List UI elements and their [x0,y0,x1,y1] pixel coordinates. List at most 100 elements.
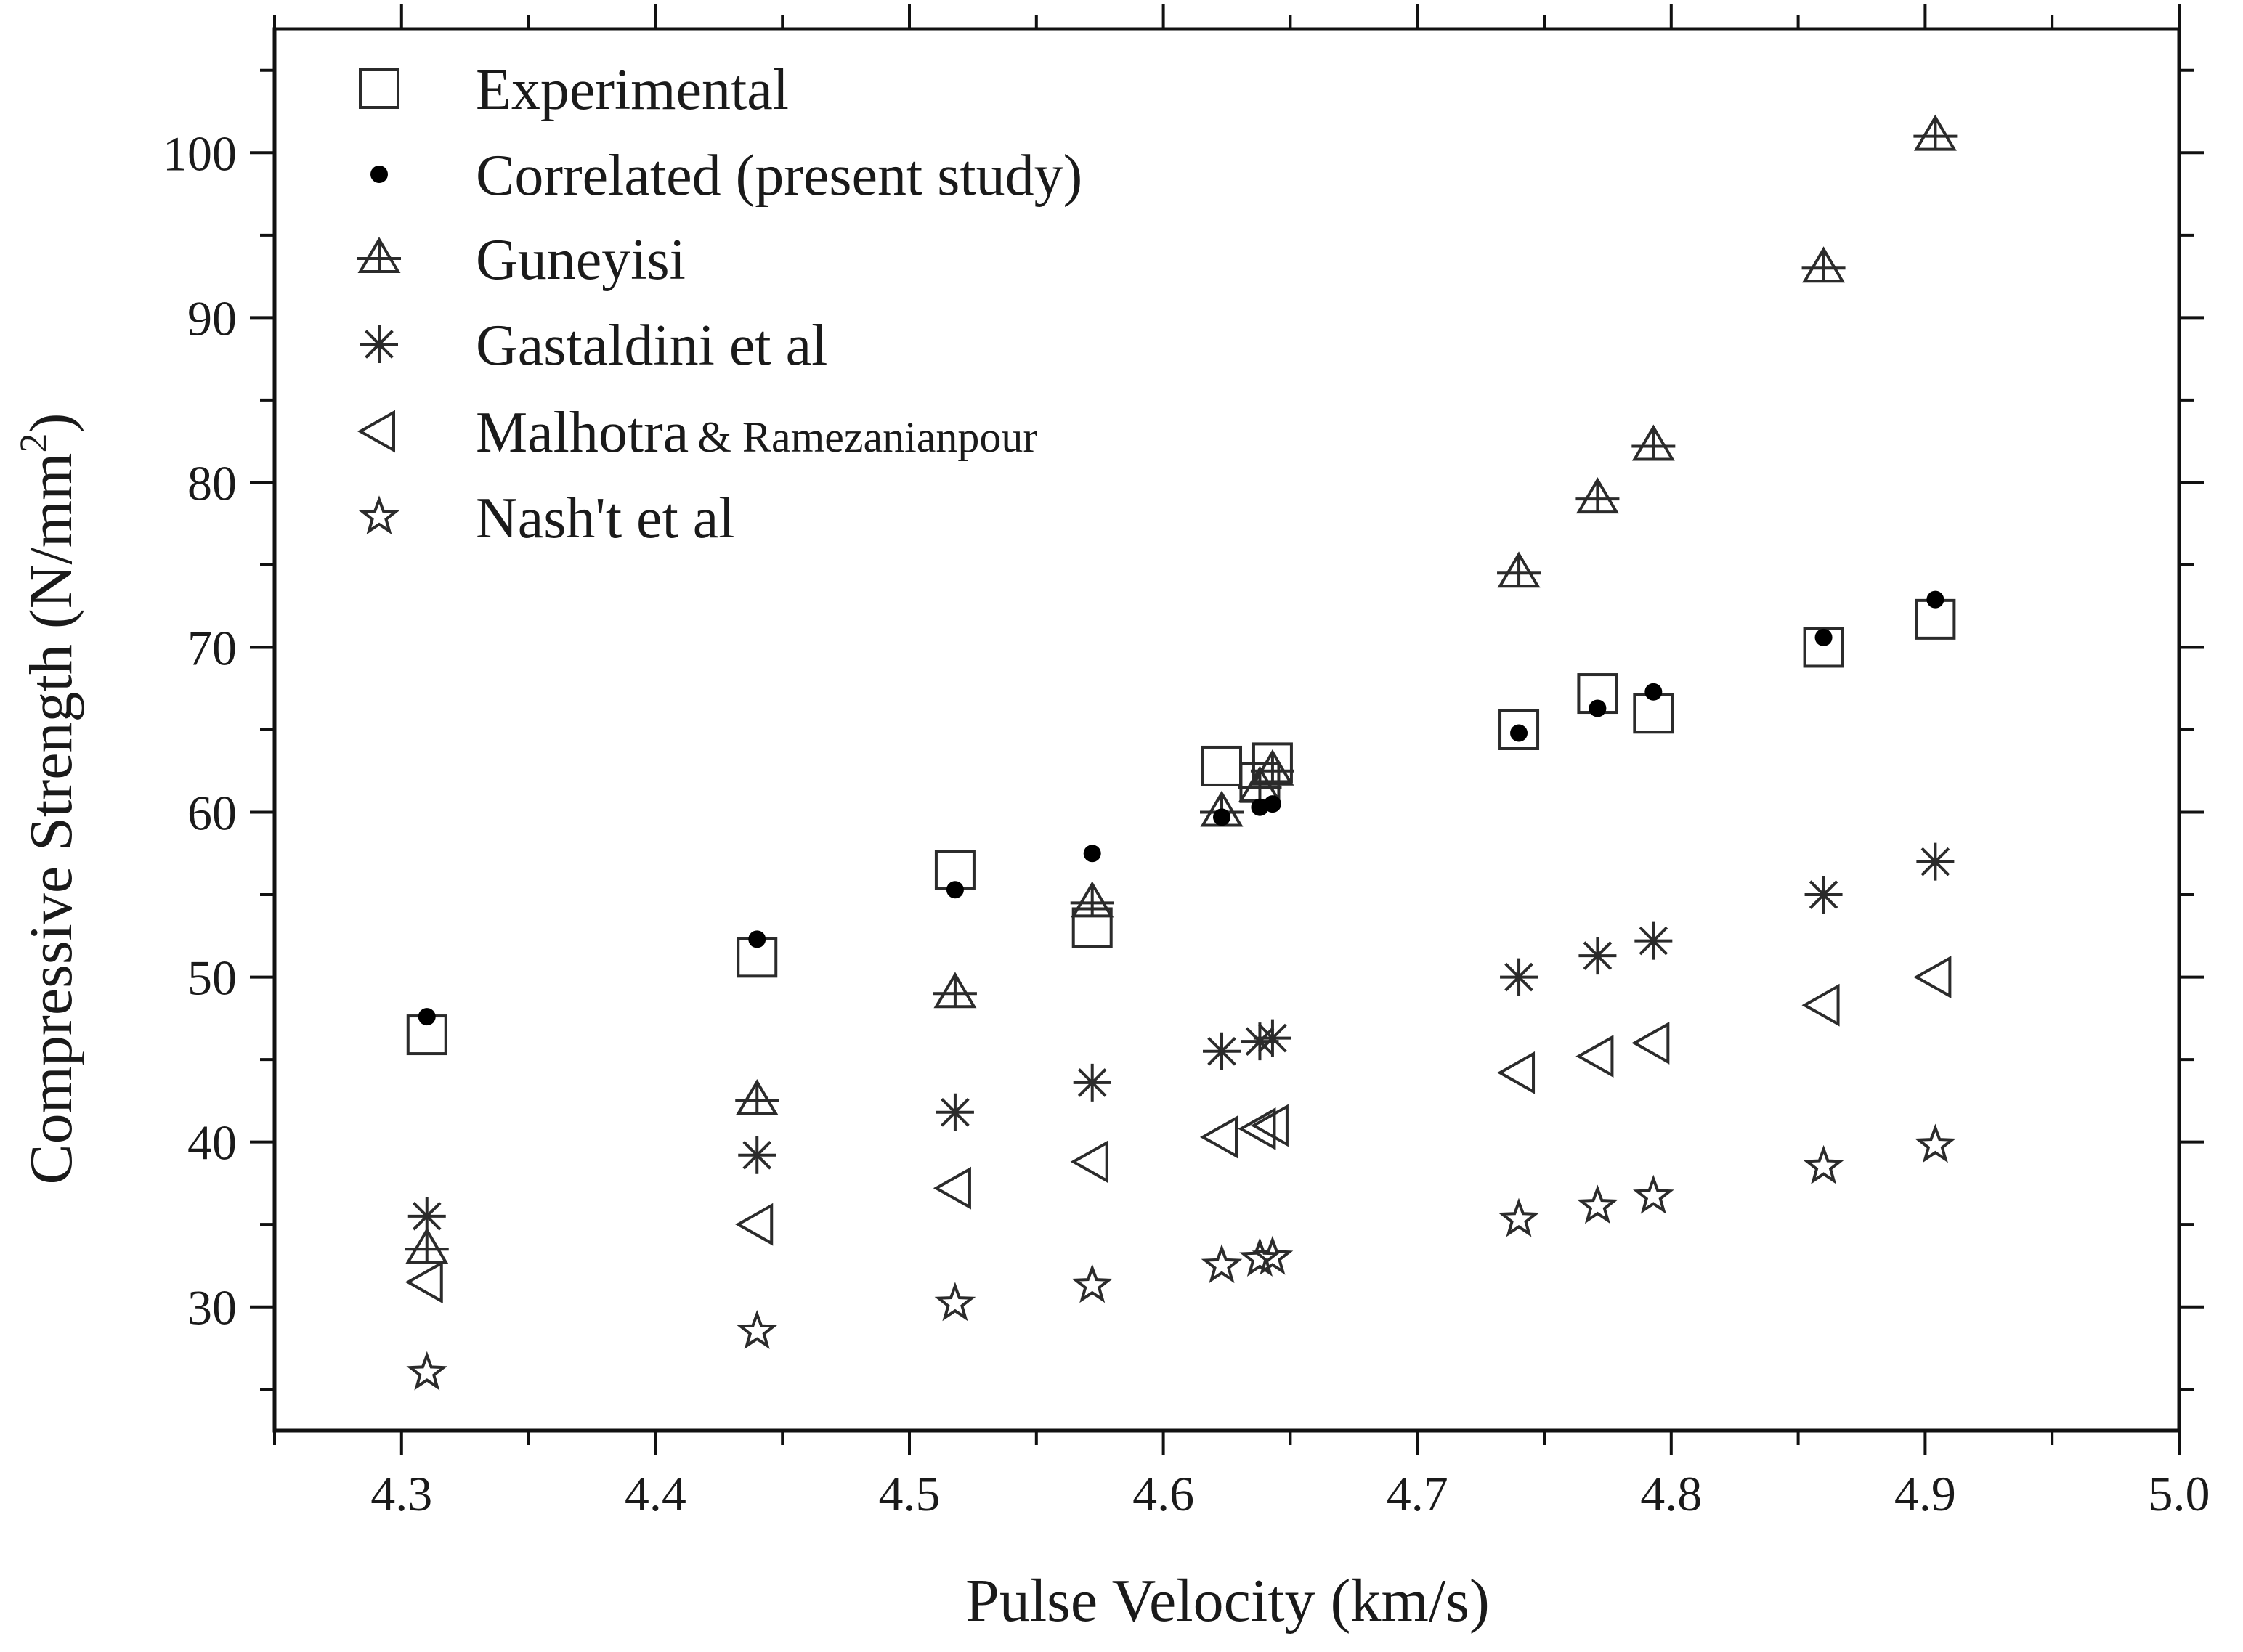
data-point-star [1239,1237,1281,1277]
x-axis-title: Pulse Velocity (km/s) [965,1567,1490,1635]
data-point-star [1252,1235,1294,1275]
y-tick-label: 70 [187,620,237,675]
data-point-triangle-left [1199,1115,1238,1159]
x-tick-label: 4.8 [1640,1466,1702,1521]
y-tick-label: 90 [187,290,237,346]
data-point-star [1071,1264,1113,1303]
y-axis-title: Compressive Strength (N/mm2) [12,413,85,1185]
y-tick-label: 40 [187,1115,237,1171]
data-point-square [1252,742,1293,784]
data-point-dot [1589,699,1607,717]
data-point-triangle-left [405,1261,443,1304]
legend-item: Correlated (present study) [370,144,1082,208]
data-point-star [1633,1174,1674,1214]
data-point-star [736,1310,778,1349]
data-point-star [1577,1184,1618,1224]
x-tick-label: 4.7 [1387,1466,1448,1521]
data-point-asterisk [738,1136,776,1174]
series-asterisk [407,842,1955,1235]
data-point-dot [1263,795,1281,813]
data-point-triangle-left [1238,1107,1276,1150]
data-point-star [406,1351,448,1391]
legend-marker-square [359,68,399,109]
data-point-star [934,1282,976,1322]
x-tick-label: 4.6 [1132,1466,1194,1521]
data-point-asterisk [1253,1019,1291,1057]
legend-marker-asterisk [360,325,398,363]
data-point-star [1803,1144,1844,1184]
data-point-triangle-up [1913,114,1958,151]
data-point-dot [1510,724,1528,742]
legend-item: Guneyisi [357,228,686,292]
legend-label-main: Malhotra [476,401,689,465]
data-point-triangle-up [405,1227,449,1264]
y-tick-label: 30 [187,1280,237,1335]
data-point-dot [1926,590,1944,609]
y-axis-title-superscript: 2 [12,434,55,453]
data-point-triangle-up [1497,551,1541,588]
data-point-dot [748,930,766,948]
data-point-triangle-up [735,1078,779,1115]
data-point-triangle-up [1250,749,1294,786]
data-point-triangle-left [1250,1104,1289,1147]
data-point-asterisk [1804,876,1843,914]
legend-marker-triangle-left [357,410,395,453]
legend: Experimental Correlated (present study) Gu… [357,58,1082,550]
data-point-asterisk [1916,842,1955,881]
data-point-triangle-up [1070,881,1114,918]
data-point-triangle-left [1913,956,1952,999]
data-point-asterisk [1203,1032,1241,1070]
data-point-triangle-left [1801,983,1840,1027]
data-point-asterisk [936,1093,974,1131]
data-point-asterisk [1073,1063,1111,1102]
data-point-triangle-left [1575,1035,1614,1078]
x-tick-label: 4.4 [625,1466,686,1521]
y-tick-label: 50 [187,951,237,1006]
data-point-dot [1644,683,1663,701]
data-point-square [1803,627,1844,668]
data-point-dot [1083,845,1101,863]
data-point-dot [418,1008,436,1026]
data-point-triangle-left [1070,1140,1108,1184]
x-tick-label: 4.5 [879,1466,941,1521]
data-point-dot [1814,628,1833,646]
data-point-asterisk [1578,937,1617,975]
legend-label: Gastaldini et al [476,314,827,378]
legend-label: Correlated (present study) [476,144,1082,208]
legend-label-small: & Ramezanianpour [697,413,1037,461]
legend-item: Experimental [359,58,789,122]
data-point-star [1915,1123,1956,1163]
data-point-dot [1213,808,1231,826]
legend-label: Experimental [476,58,789,122]
data-point-triangle-left [933,1166,971,1210]
data-point-asterisk [1634,921,1673,960]
data-point-triangle-up [1575,477,1620,514]
data-marks [405,114,1958,1391]
y-tick-label: 80 [187,455,237,510]
series-dot [418,590,1944,1026]
y-tick-label: 60 [187,786,237,841]
legend-marker-triangle-up [357,237,401,273]
legend-label: Nash't et al [476,487,735,550]
y-tick-label: 100 [163,126,237,181]
data-point-dot [946,881,964,899]
legend-label: Guneyisi [476,228,686,292]
data-point-triangle-left [1496,1051,1536,1094]
data-point-star [1498,1197,1540,1237]
data-point-triangle-left [1631,1021,1670,1065]
data-point-square [1498,709,1540,750]
x-tick-label: 5.0 [2149,1466,2210,1521]
data-point-asterisk [1500,958,1538,996]
series-triangle-up [405,114,1958,1264]
legend-item: Gastaldini et al [360,314,827,378]
x-tick-label: 4.3 [370,1466,432,1521]
data-point-square [1071,907,1113,948]
data-point-triangle-up [1801,246,1846,283]
x-tick-label: 4.9 [1894,1466,1956,1521]
y-axis-title-close: ) [17,413,85,434]
legend-marker-star [358,495,400,535]
series-triangle-left [405,956,1952,1304]
tick-labels: 4.3 4.4 4.5 4.6 4.7 4.8 4.9 5.0 30 40 50 60 70 80 90 10… [163,126,2210,1521]
